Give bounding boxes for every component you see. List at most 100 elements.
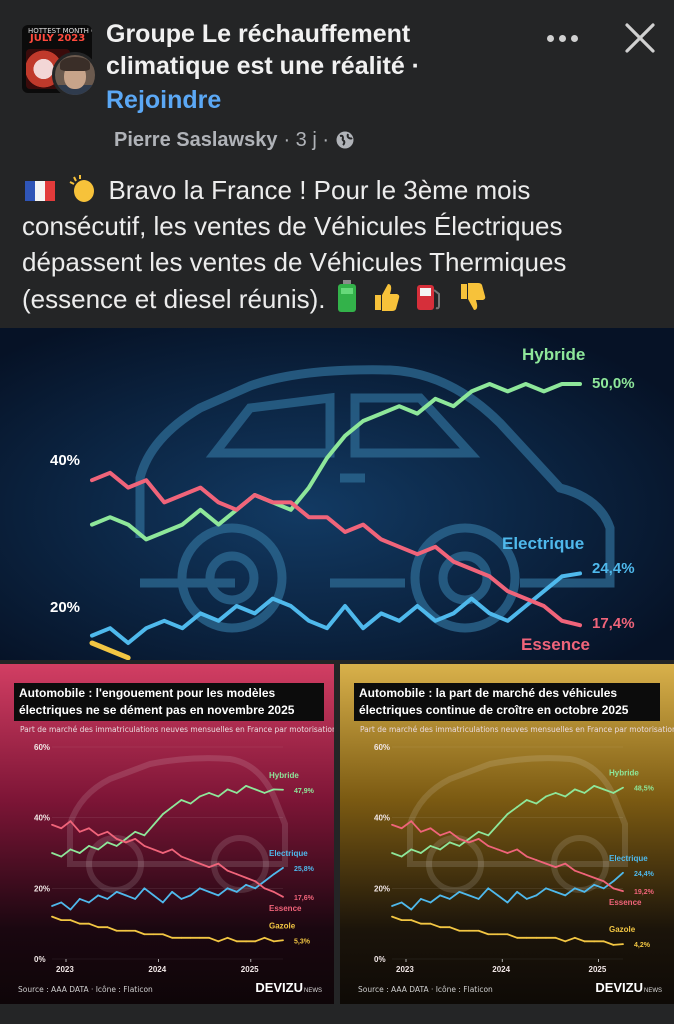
panel-source: Source : AAA DATA · Icône : Flaticon [358, 985, 493, 994]
avatar-hair [60, 57, 90, 71]
data-point [78, 922, 81, 925]
data-point [271, 500, 275, 504]
join-group-link[interactable]: Rejoindre [106, 86, 222, 114]
panel-source: Source : AAA DATA · Icône : Flaticon [18, 985, 153, 994]
ytick-label: 0% [374, 955, 386, 964]
data-point [564, 862, 567, 865]
data-point [602, 788, 605, 791]
data-point [162, 500, 166, 504]
data-point [419, 922, 422, 925]
data-point [90, 478, 94, 482]
data-point [496, 848, 499, 851]
data-point [134, 898, 137, 900]
panel-title: Automobile : l'engouement pour les modèl… [14, 683, 324, 721]
data-point [108, 471, 112, 475]
series-label: Hybride [609, 769, 639, 778]
data-point [171, 936, 174, 939]
globe-icon [336, 131, 354, 149]
data-point [216, 619, 221, 623]
data-point [524, 604, 528, 608]
data-point [439, 834, 442, 837]
data-point [235, 873, 238, 876]
fuel-pump-icon [417, 285, 441, 310]
close-button[interactable] [620, 18, 660, 58]
data-point [198, 862, 201, 865]
data-point [108, 648, 112, 652]
data-point [496, 894, 499, 897]
group-name-link[interactable]: Groupe Le réchauffement climatique est u… [106, 20, 420, 80]
ytick-label: 40% [34, 814, 50, 823]
data-point [226, 936, 229, 939]
data-point [448, 830, 451, 833]
data-point [488, 382, 492, 386]
big-chart-image[interactable]: 40% 20% Hybride 50,0% Electrique 24,4% E… [0, 328, 674, 660]
data-point [69, 848, 72, 851]
data-point [415, 552, 419, 556]
more-options-button[interactable] [542, 24, 582, 52]
data-point [289, 500, 293, 504]
data-point [171, 806, 174, 808]
data-point [516, 848, 519, 851]
data-point [208, 792, 210, 794]
data-point [162, 619, 166, 623]
avatar-shirt [55, 85, 95, 95]
post-time[interactable]: · 3 j · [283, 129, 330, 151]
data-point [573, 887, 576, 890]
data-point [545, 936, 547, 939]
brand-suffix: NEWS [304, 988, 322, 994]
data-point [410, 908, 413, 911]
series-end-value: 4,2% [634, 942, 651, 949]
data-point [60, 919, 63, 922]
data-point [477, 830, 480, 833]
data-point [593, 784, 596, 787]
data-point [208, 866, 210, 869]
data-point [415, 604, 419, 608]
thumbnail-title: JULY 2023 [30, 33, 86, 44]
data-point [97, 834, 100, 837]
france-flag-icon [25, 181, 55, 201]
author-avatar[interactable] [52, 52, 98, 98]
data-point [263, 887, 266, 890]
data-point [108, 515, 112, 519]
chart-panel-october[interactable]: 60% 40% 20% 0% 2023 2024 2025 Hybride 48,5% Elect… [340, 664, 674, 1004]
data-point [125, 929, 127, 932]
data-point [143, 887, 146, 890]
data-point [325, 515, 329, 519]
data-point [554, 792, 557, 794]
data-point [307, 486, 311, 490]
data-point [506, 589, 510, 593]
data-point [307, 515, 311, 519]
data-point [573, 788, 576, 791]
data-point [97, 848, 100, 851]
big-chart-series [89, 382, 582, 660]
data-point [245, 876, 247, 879]
essence-series-label: Essence [521, 635, 590, 654]
data-point [88, 827, 90, 830]
data-point [88, 901, 90, 904]
data-point [573, 936, 576, 939]
data-point [545, 887, 547, 890]
data-point [97, 926, 100, 929]
data-point [439, 848, 442, 851]
data-point [545, 862, 547, 865]
data-point [226, 887, 229, 890]
data-point [410, 820, 413, 823]
data-point [506, 852, 509, 854]
author-name-link[interactable]: Pierre Saslawsky [114, 129, 278, 151]
data-point [161, 933, 164, 936]
xtick-label: 2023 [56, 965, 74, 974]
data-point [125, 894, 127, 897]
data-point [152, 933, 155, 936]
data-point [477, 898, 480, 900]
chart-panel-november[interactable]: 60% 40% 20% 0% 2023 2024 2025 Hybride 47,9% Elect… [0, 664, 334, 1004]
data-point [397, 545, 401, 549]
data-point [400, 827, 403, 830]
post-text: Bravo la France ! Pour le 3ème mois cons… [22, 172, 652, 317]
data-point [506, 901, 509, 904]
data-point [545, 795, 547, 798]
data-point [429, 845, 432, 847]
data-point [189, 802, 192, 805]
data-point [458, 837, 461, 840]
thumbs-up-icon [374, 284, 400, 311]
data-point [78, 852, 81, 854]
